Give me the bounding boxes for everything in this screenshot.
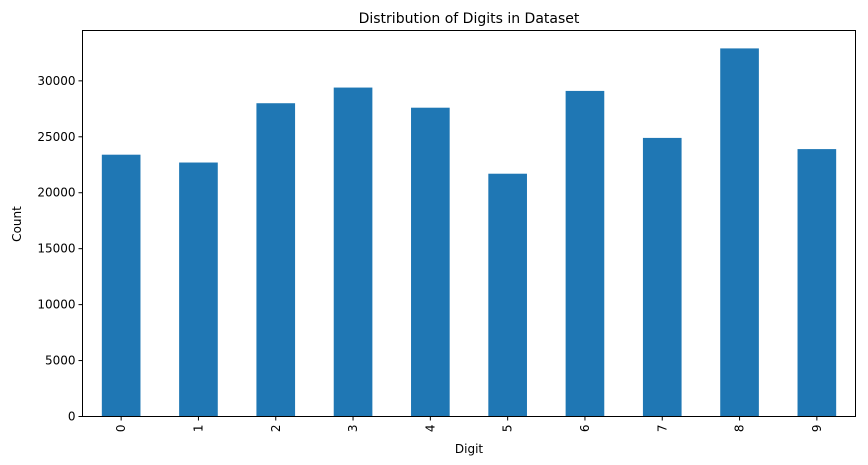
bar-digit-1 bbox=[179, 162, 218, 417]
plot-frame bbox=[82, 30, 856, 417]
bar-digit-3 bbox=[333, 87, 373, 417]
x-tick-label: 2 bbox=[269, 425, 283, 433]
x-tick-label: 8 bbox=[733, 425, 747, 433]
y-tick-label: 0 bbox=[68, 410, 76, 424]
x-tick-label: 3 bbox=[346, 425, 360, 433]
y-tick-label: 15000 bbox=[37, 242, 75, 256]
bar-digit-2 bbox=[256, 103, 296, 417]
y-tick-label: 5000 bbox=[45, 354, 76, 368]
x-tick-label: 0 bbox=[114, 425, 128, 433]
y-ticks-group: 0 5000 10000 15000 20000 25000 30000 bbox=[37, 74, 83, 424]
bar-digit-8 bbox=[720, 48, 759, 417]
x-ticks-group: 0 1 2 3 4 5 6 7 8 9 bbox=[114, 416, 824, 433]
x-tick-label: 7 bbox=[655, 425, 669, 433]
bars-group bbox=[101, 48, 837, 417]
y-tick-label: 10000 bbox=[37, 298, 75, 312]
y-axis-label: Count bbox=[10, 206, 24, 242]
x-tick-label: 9 bbox=[810, 425, 824, 433]
bar-digit-4 bbox=[411, 107, 450, 417]
x-axis-label: Digit bbox=[455, 442, 484, 456]
bar-digit-0 bbox=[101, 154, 141, 417]
bar-digit-9 bbox=[797, 149, 837, 417]
x-tick-label: 5 bbox=[501, 425, 515, 433]
bar-digit-5 bbox=[488, 173, 527, 417]
x-tick-label: 4 bbox=[423, 425, 437, 433]
x-tick-label: 6 bbox=[578, 425, 592, 433]
bar-digit-6 bbox=[565, 90, 605, 417]
chart-title: Distribution of Digits in Dataset bbox=[359, 11, 580, 27]
bar-digit-7 bbox=[642, 137, 682, 417]
y-tick-label: 30000 bbox=[37, 74, 75, 88]
y-tick-label: 20000 bbox=[37, 186, 75, 200]
x-tick-label: 1 bbox=[191, 425, 205, 433]
y-tick-label: 25000 bbox=[37, 130, 75, 144]
